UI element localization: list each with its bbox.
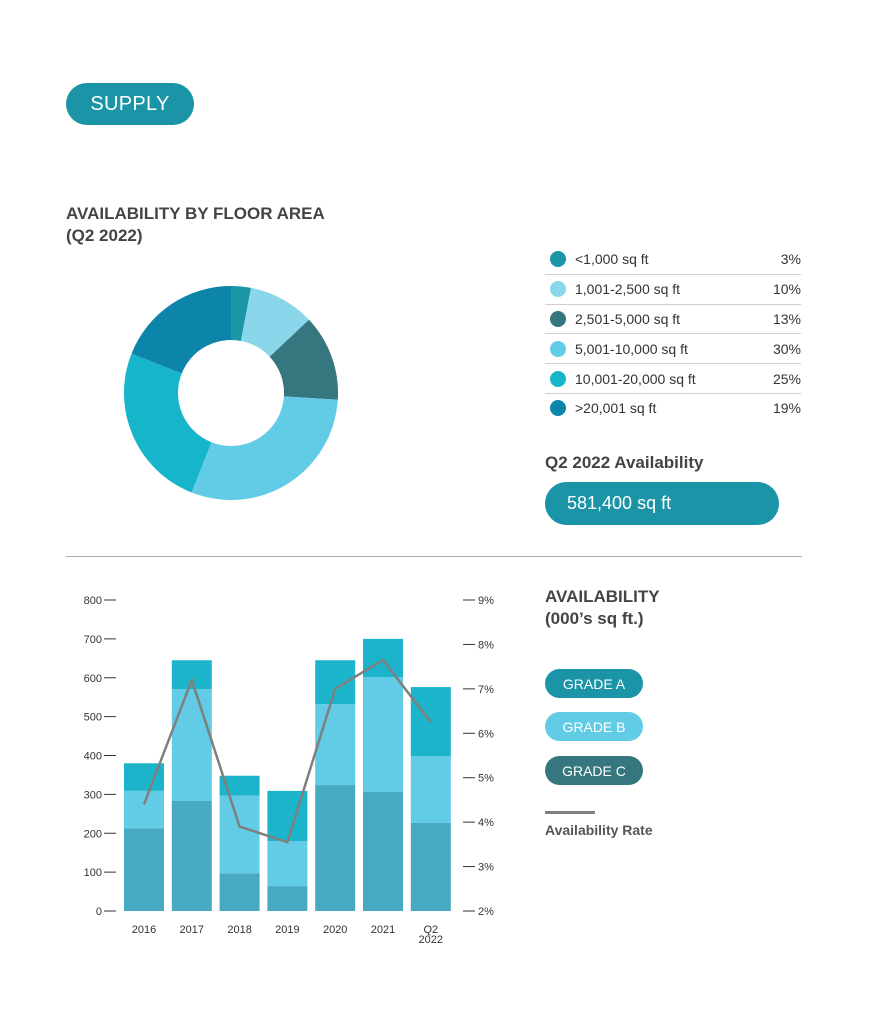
x-axis-label: 2017 [180,924,204,936]
x-axis-label: 2018 [227,924,251,936]
bar-segment [124,828,164,911]
bar-segment [315,660,356,705]
y2-axis-tick-label: 5% [478,773,494,785]
donut-legend: <1,000 sq ft 3% 1,001-2,500 sq ft 10% 2,… [545,245,801,423]
y-axis-tick-label: 300 [84,789,102,801]
y2-axis-tick-label: 9% [478,595,494,607]
bar-segment [315,704,356,786]
legend-row: 2,501-5,000 sq ft 13% [545,305,801,335]
y2-axis-tick-label: 3% [478,862,494,874]
bar-title-line2: (000’s sq ft.) [545,609,644,628]
x-axis-label: 2016 [132,924,156,936]
legend-label: 2,501-5,000 sq ft [575,310,681,327]
y-axis-tick-label: 100 [84,867,102,879]
x-axis-label: 2019 [275,924,299,936]
bar-segment [219,873,260,911]
donut-slice [191,396,338,500]
donut-title-line1: AVAILABILITY BY FLOOR AREA [66,204,325,223]
y-axis-tick-label: 500 [84,712,102,724]
y2-axis-tick-label: 2% [478,906,494,918]
bar-segment [171,689,212,801]
availability-value-badge: 581,400 sq ft [545,482,779,525]
donut-slice [131,286,231,374]
legend-swatch-icon [550,400,566,417]
legend-grade-b: GRADE B [545,712,643,741]
bar-segment [315,785,356,911]
donut-chart [124,286,338,500]
bar-segment [267,841,308,887]
legend-label: 5,001-10,000 sq ft [575,340,688,357]
donut-slice [124,353,212,493]
donut-title-line2: (Q2 2022) [66,226,143,245]
y-axis-tick-label: 700 [84,634,102,646]
x-axis-label: 2021 [371,924,395,936]
y2-axis-tick-label: 8% [478,639,494,651]
bar-segment [410,756,451,823]
x-axis-label: 2020 [323,924,347,936]
bar-segment [410,822,451,911]
bar-segment [363,676,403,792]
availability-rate-line [142,658,432,844]
legend-swatch-icon [550,340,566,357]
bar-segment [124,790,164,829]
legend-row: 10,001-20,000 sq ft 25% [545,364,801,394]
legend-value: 13% [772,310,801,327]
legend-value: 30% [772,340,801,357]
stacked-bar-chart: 0 100 200 300 400 500 600 700 800 2% 3% 4% 5% 6% 7% 8% 9… [84,595,494,946]
legend-value: 3% [780,251,801,268]
y-axis-tick-label: 400 [84,751,102,763]
donut-slice [231,286,252,341]
legend-label: 10,001-20,000 sq ft [575,370,696,387]
section-badge-supply: SUPPLY [66,83,194,125]
y-axis-tick-label: 600 [84,673,102,685]
bar-segment [363,638,403,677]
donut-title: AVAILABILITY BY FLOOR AREA (Q2 2022) [66,203,325,247]
legend-line-icon [545,811,595,814]
legend-swatch-icon [550,310,566,327]
legend-value: 10% [772,281,801,298]
bar-segment [171,660,212,690]
x-axis-label: 2022 [419,934,443,946]
bar-segment [363,791,403,911]
legend-grade-c: GRADE C [545,756,643,785]
bar-segment [267,886,308,911]
legend-row: >20,001 sq ft 19% [545,394,801,423]
legend-row: <1,000 sq ft 3% [545,245,801,275]
legend-value: 19% [772,400,801,417]
legend-availability-rate: Availability Rate [545,822,653,838]
y-axis-tick-label: 0 [96,906,102,918]
donut-slice [240,287,309,357]
legend-swatch-icon [550,251,566,268]
bar-segment [219,775,260,796]
y-axis-tick-label: 800 [84,595,102,607]
legend-grade-a: GRADE A [545,669,643,698]
x-axis-label: Q2 [423,924,438,936]
y2-axis-tick-label: 7% [478,684,494,696]
legend-row: 1,001-2,500 sq ft 10% [545,275,801,305]
bar-chart-title: AVAILABILITY (000’s sq ft.) [545,586,660,630]
legend-swatch-icon [550,370,566,387]
legend-label: 1,001-2,500 sq ft [575,281,681,298]
y2-axis-tick-label: 6% [478,728,494,740]
donut-slice [269,319,338,400]
y2-axis-tick-label: 4% [478,817,494,829]
legend-row: 5,001-10,000 sq ft 30% [545,334,801,365]
bar-segment [171,800,212,911]
legend-label: <1,000 sq ft [575,251,649,268]
bar-segment [219,795,260,874]
legend-swatch-icon [550,281,566,298]
availability-title: Q2 2022 Availability [545,453,704,472]
bar-title-line1: AVAILABILITY [545,587,660,606]
legend-label: >20,001 sq ft [575,400,657,417]
legend-value: 25% [772,370,801,387]
y-axis-tick-label: 200 [84,828,102,840]
section-divider [66,556,802,557]
